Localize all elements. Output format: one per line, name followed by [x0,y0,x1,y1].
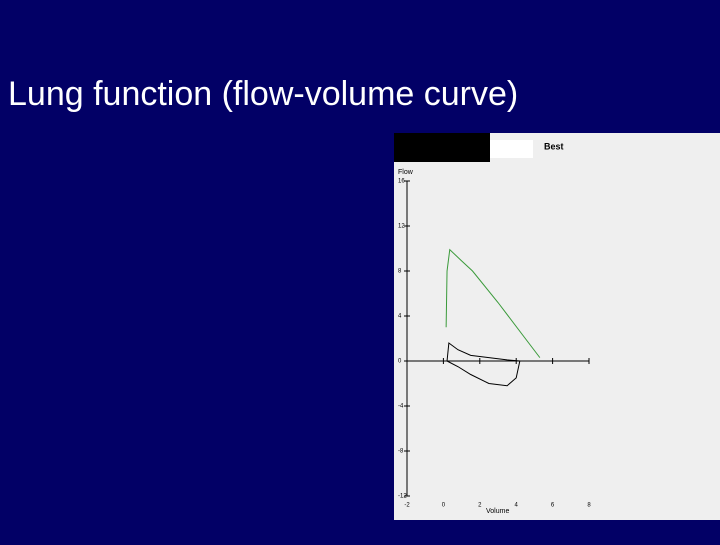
x-tick-label: 8 [587,503,591,509]
black-box [394,133,490,162]
x-tick-label: 0 [442,503,446,509]
y-tick-label: -8 [398,449,404,455]
data-line [446,342,521,387]
y-tick-label: 16 [398,179,405,185]
y-tick-label: 0 [398,359,402,365]
chart-title: Best [544,141,564,151]
x-tick-label: 6 [551,503,555,509]
x-axis-label: Volume [486,508,509,515]
x-tick-label: -2 [404,503,410,509]
y-tick-label: -12 [398,494,407,500]
y-tick-label: -4 [398,404,404,410]
chart-panel [394,133,720,520]
white-box [490,140,533,158]
y-tick-label: 12 [398,224,405,230]
data-line [445,248,541,358]
y-tick-label: 4 [398,314,402,320]
x-tick-label: 2 [478,503,482,509]
y-axis-label: Flow [398,169,414,176]
x-tick-label: 4 [515,503,519,509]
slide-title: Lung function (flow-volume curve) [8,75,518,113]
y-tick-label: 8 [398,269,402,275]
